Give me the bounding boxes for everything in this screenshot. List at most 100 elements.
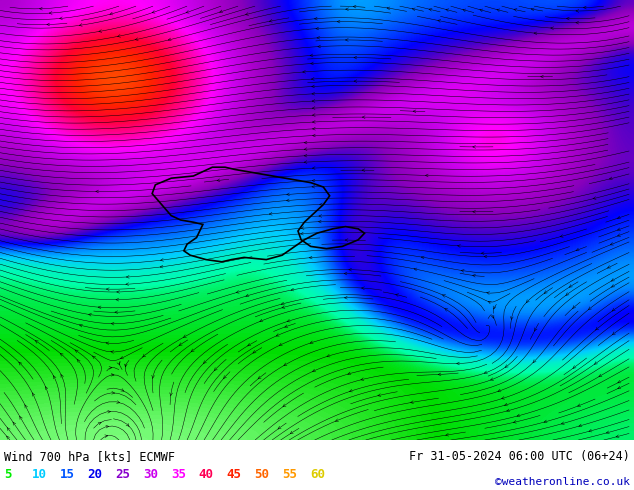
FancyArrowPatch shape bbox=[497, 9, 500, 12]
FancyArrowPatch shape bbox=[310, 341, 313, 343]
FancyArrowPatch shape bbox=[287, 319, 290, 322]
FancyArrowPatch shape bbox=[579, 424, 582, 427]
FancyArrowPatch shape bbox=[93, 356, 96, 359]
Text: ©weatheronline.co.uk: ©weatheronline.co.uk bbox=[495, 477, 630, 487]
FancyArrowPatch shape bbox=[313, 369, 316, 371]
FancyArrowPatch shape bbox=[312, 85, 314, 88]
FancyArrowPatch shape bbox=[108, 410, 110, 413]
FancyArrowPatch shape bbox=[304, 148, 307, 150]
FancyArrowPatch shape bbox=[484, 371, 488, 373]
FancyArrowPatch shape bbox=[179, 343, 182, 345]
FancyArrowPatch shape bbox=[117, 291, 120, 294]
FancyArrowPatch shape bbox=[599, 374, 602, 377]
FancyArrowPatch shape bbox=[89, 314, 91, 316]
FancyArrowPatch shape bbox=[458, 245, 460, 247]
FancyArrowPatch shape bbox=[105, 435, 108, 438]
FancyArrowPatch shape bbox=[120, 356, 124, 359]
FancyArrowPatch shape bbox=[316, 27, 319, 30]
FancyArrowPatch shape bbox=[412, 8, 415, 11]
FancyArrowPatch shape bbox=[517, 414, 520, 417]
FancyArrowPatch shape bbox=[349, 269, 352, 271]
FancyArrowPatch shape bbox=[111, 373, 114, 376]
FancyArrowPatch shape bbox=[327, 354, 330, 357]
FancyArrowPatch shape bbox=[414, 268, 417, 271]
FancyArrowPatch shape bbox=[61, 374, 63, 378]
FancyArrowPatch shape bbox=[143, 354, 146, 357]
FancyArrowPatch shape bbox=[281, 302, 284, 305]
FancyArrowPatch shape bbox=[32, 393, 35, 396]
FancyArrowPatch shape bbox=[276, 334, 280, 336]
FancyArrowPatch shape bbox=[319, 215, 321, 218]
FancyArrowPatch shape bbox=[618, 216, 621, 219]
FancyArrowPatch shape bbox=[618, 380, 621, 383]
FancyArrowPatch shape bbox=[60, 353, 63, 356]
FancyArrowPatch shape bbox=[269, 212, 272, 215]
FancyArrowPatch shape bbox=[526, 299, 529, 303]
FancyArrowPatch shape bbox=[354, 80, 357, 82]
FancyArrowPatch shape bbox=[96, 190, 98, 193]
FancyArrowPatch shape bbox=[616, 435, 619, 438]
FancyArrowPatch shape bbox=[481, 252, 484, 255]
FancyArrowPatch shape bbox=[310, 54, 313, 57]
FancyArrowPatch shape bbox=[593, 196, 596, 199]
FancyArrowPatch shape bbox=[312, 92, 315, 95]
FancyArrowPatch shape bbox=[487, 292, 489, 294]
FancyArrowPatch shape bbox=[36, 341, 39, 343]
FancyArrowPatch shape bbox=[446, 433, 449, 436]
FancyArrowPatch shape bbox=[607, 266, 611, 268]
FancyArrowPatch shape bbox=[491, 315, 494, 318]
FancyArrowPatch shape bbox=[279, 343, 282, 345]
FancyArrowPatch shape bbox=[473, 146, 476, 148]
FancyArrowPatch shape bbox=[117, 362, 119, 365]
FancyArrowPatch shape bbox=[318, 220, 321, 223]
FancyArrowPatch shape bbox=[484, 255, 487, 258]
FancyArrowPatch shape bbox=[224, 375, 226, 379]
FancyArrowPatch shape bbox=[480, 9, 483, 12]
FancyArrowPatch shape bbox=[583, 6, 586, 9]
FancyArrowPatch shape bbox=[13, 422, 16, 425]
FancyArrowPatch shape bbox=[337, 20, 340, 23]
FancyArrowPatch shape bbox=[304, 141, 307, 144]
FancyArrowPatch shape bbox=[204, 361, 207, 364]
FancyArrowPatch shape bbox=[573, 366, 576, 368]
FancyArrowPatch shape bbox=[282, 306, 285, 308]
FancyArrowPatch shape bbox=[110, 12, 113, 15]
FancyArrowPatch shape bbox=[111, 322, 114, 325]
FancyArrowPatch shape bbox=[533, 360, 536, 363]
FancyArrowPatch shape bbox=[191, 349, 194, 352]
FancyArrowPatch shape bbox=[595, 362, 597, 364]
FancyArrowPatch shape bbox=[488, 301, 491, 304]
FancyArrowPatch shape bbox=[578, 404, 581, 406]
FancyArrowPatch shape bbox=[612, 284, 615, 287]
FancyArrowPatch shape bbox=[313, 121, 315, 123]
FancyArrowPatch shape bbox=[320, 203, 323, 206]
FancyArrowPatch shape bbox=[612, 332, 616, 335]
FancyArrowPatch shape bbox=[246, 294, 249, 297]
FancyArrowPatch shape bbox=[353, 5, 356, 8]
Text: 60: 60 bbox=[310, 467, 325, 481]
FancyArrowPatch shape bbox=[618, 234, 621, 236]
FancyArrowPatch shape bbox=[456, 362, 460, 365]
FancyArrowPatch shape bbox=[429, 8, 432, 11]
FancyArrowPatch shape bbox=[287, 193, 290, 196]
FancyArrowPatch shape bbox=[124, 364, 127, 367]
FancyArrowPatch shape bbox=[313, 134, 316, 137]
FancyArrowPatch shape bbox=[318, 45, 321, 48]
FancyArrowPatch shape bbox=[493, 306, 496, 309]
FancyArrowPatch shape bbox=[510, 317, 513, 320]
FancyArrowPatch shape bbox=[361, 287, 365, 290]
FancyArrowPatch shape bbox=[285, 325, 288, 327]
FancyArrowPatch shape bbox=[75, 350, 78, 353]
Text: Wind 700 hPa [kts] ECMWF: Wind 700 hPa [kts] ECMWF bbox=[4, 450, 175, 463]
FancyArrowPatch shape bbox=[168, 38, 171, 41]
FancyArrowPatch shape bbox=[45, 386, 48, 390]
FancyArrowPatch shape bbox=[335, 419, 339, 421]
FancyArrowPatch shape bbox=[413, 110, 416, 113]
FancyArrowPatch shape bbox=[126, 423, 129, 426]
FancyArrowPatch shape bbox=[544, 420, 547, 423]
FancyArrowPatch shape bbox=[544, 291, 547, 294]
FancyArrowPatch shape bbox=[183, 335, 186, 338]
FancyArrowPatch shape bbox=[362, 169, 365, 171]
FancyArrowPatch shape bbox=[344, 296, 347, 299]
FancyArrowPatch shape bbox=[462, 270, 464, 272]
